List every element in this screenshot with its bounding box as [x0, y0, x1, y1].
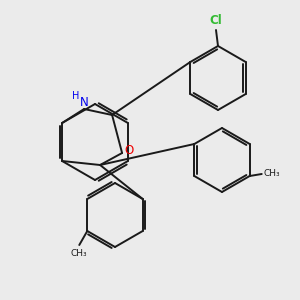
Text: N: N — [80, 97, 88, 110]
Text: Cl: Cl — [210, 14, 222, 28]
Text: O: O — [124, 145, 134, 158]
Text: H: H — [72, 91, 80, 101]
Text: CH₃: CH₃ — [71, 248, 88, 257]
Text: CH₃: CH₃ — [263, 169, 280, 178]
